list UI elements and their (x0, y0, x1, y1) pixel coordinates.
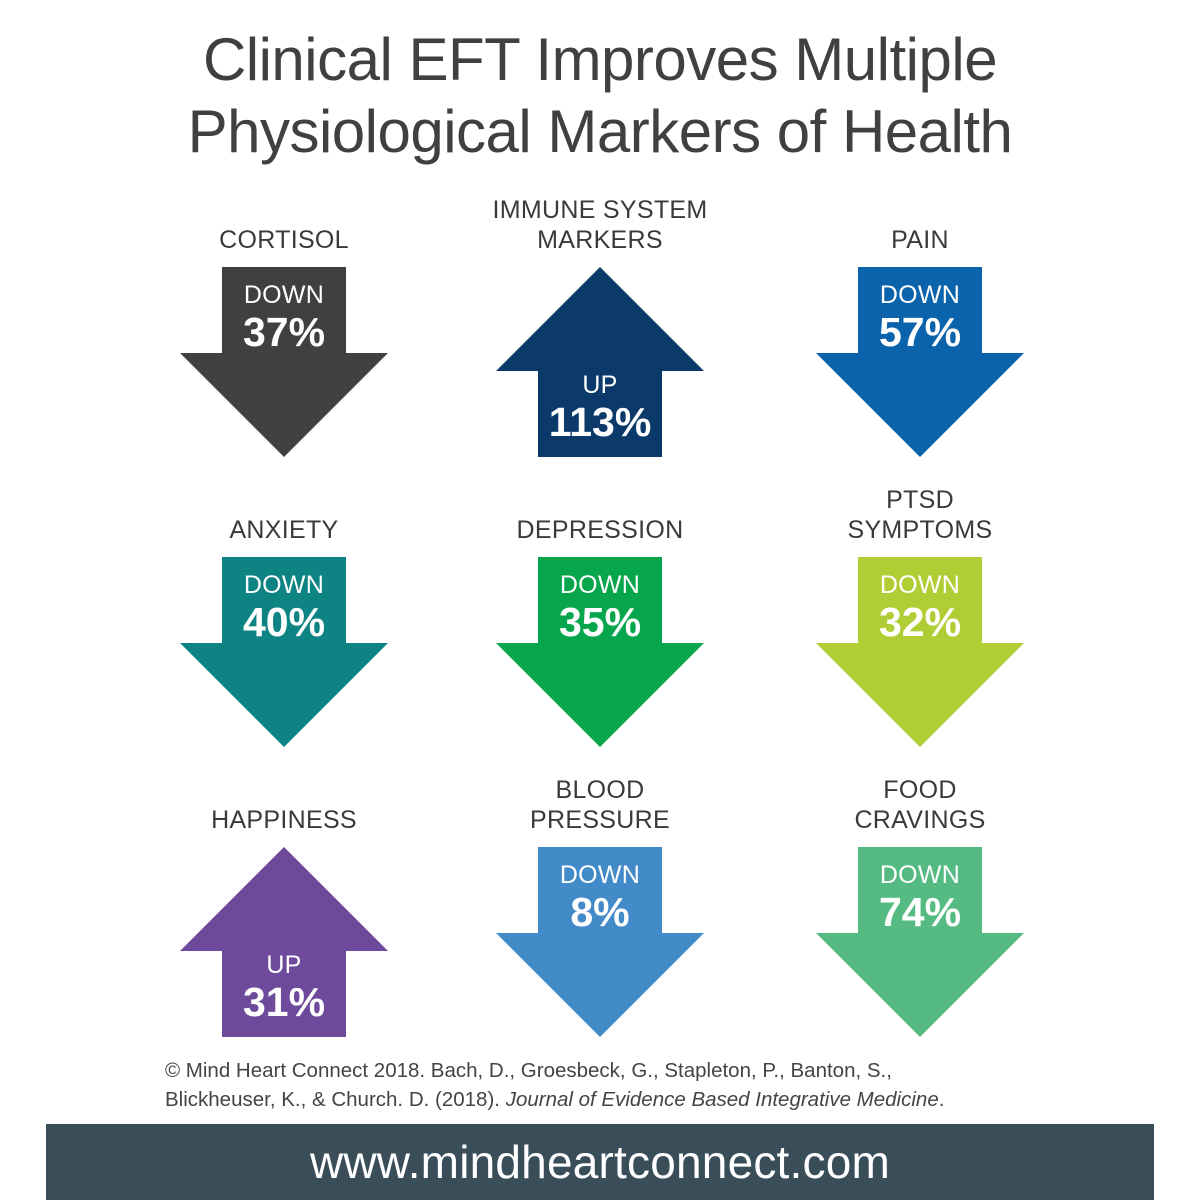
marker-label-line: CRAVINGS (854, 806, 986, 834)
marker-direction: DOWN (243, 571, 325, 599)
marker-label: HAPPINESS (134, 805, 434, 835)
marker-label-line: PTSD (886, 486, 954, 514)
marker-label: BLOOD PRESSURE (450, 775, 750, 835)
marker-direction: DOWN (243, 281, 325, 309)
marker-direction: DOWN (559, 861, 641, 889)
arrow-text: UP 31% (180, 951, 388, 1025)
marker-percent: 8% (570, 889, 630, 935)
marker-direction: DOWN (879, 281, 961, 309)
arrow-down-icon: DOWN 40% (180, 557, 388, 747)
marker-label: PAIN (770, 225, 1070, 255)
marker-percent: 31% (242, 979, 326, 1025)
marker-direction: DOWN (559, 571, 641, 599)
arrow-text: DOWN 32% (816, 571, 1024, 645)
arrow-shape (816, 557, 1024, 747)
marker-direction: UP (266, 951, 302, 979)
arrow-up-icon: UP 113% (496, 267, 704, 457)
citation-journal: Journal of Evidence Based Integrative Me… (505, 1088, 939, 1111)
marker-label-line: SYMPTOMS (847, 516, 993, 544)
arrow-shape (496, 847, 704, 1037)
marker-direction: DOWN (879, 861, 961, 889)
arrow-text: DOWN 37% (180, 281, 388, 355)
citation-line-2: Blickheuser, K., & Church. D. (2018). Jo… (165, 1085, 1145, 1114)
title-line-2: Physiological Markers of Health (187, 98, 1013, 165)
marker-percent: 40% (242, 599, 326, 645)
arrow-text: DOWN 57% (816, 281, 1024, 355)
marker-label: FOOD CRAVINGS (770, 775, 1070, 835)
footer-bar: www.mindheartconnect.com (46, 1124, 1154, 1200)
arrow-up-icon: UP 31% (180, 847, 388, 1037)
marker-label-line: BLOOD (555, 776, 645, 804)
page-title: Clinical EFT Improves Multiple Physiolog… (0, 24, 1200, 168)
marker-label: CORTISOL (134, 225, 434, 255)
arrow-text: DOWN 74% (816, 861, 1024, 935)
title-line-1: Clinical EFT Improves Multiple (202, 26, 998, 93)
marker-direction: UP (582, 371, 618, 399)
arrow-shape (496, 267, 704, 457)
marker-label: IMMUNE SYSTEM MARKERS (450, 195, 750, 255)
citation-end: . (938, 1088, 945, 1111)
marker-label-line: FOOD (883, 776, 957, 804)
marker-label: DEPRESSION (450, 515, 750, 545)
marker-label-line: DEPRESSION (516, 516, 684, 544)
arrow-down-icon: DOWN 8% (496, 847, 704, 1037)
arrow-down-icon: DOWN 35% (496, 557, 704, 747)
arrow-down-icon: DOWN 74% (816, 847, 1024, 1037)
arrow-shape (496, 557, 704, 747)
marker-percent: 57% (878, 309, 962, 355)
arrow-down-icon: DOWN 57% (816, 267, 1024, 457)
arrow-text: UP 113% (496, 371, 704, 445)
marker-label-line: IMMUNE SYSTEM (492, 196, 708, 224)
arrow-shape (180, 847, 388, 1037)
marker-label: ANXIETY (134, 515, 434, 545)
marker-direction: DOWN (879, 571, 961, 599)
marker-percent: 35% (558, 599, 642, 645)
arrow-text: DOWN 8% (496, 861, 704, 935)
arrow-down-icon: DOWN 32% (816, 557, 1024, 747)
citation: © Mind Heart Connect 2018. Bach, D., Gro… (165, 1056, 1145, 1114)
marker-label-line: HAPPINESS (211, 806, 357, 834)
marker-percent: 37% (242, 309, 326, 355)
marker-percent: 74% (878, 889, 962, 935)
arrow-shape (816, 267, 1024, 457)
marker-percent: 32% (878, 599, 962, 645)
arrow-text: DOWN 35% (496, 571, 704, 645)
citation-line-1: © Mind Heart Connect 2018. Bach, D., Gro… (165, 1059, 892, 1082)
arrow-text: DOWN 40% (180, 571, 388, 645)
marker-label-line: PRESSURE (530, 806, 670, 834)
arrow-shape (180, 557, 388, 747)
arrow-shape (180, 267, 388, 457)
marker-label: PTSD SYMPTOMS (770, 485, 1070, 545)
marker-label-line: PAIN (891, 226, 949, 254)
marker-label-line: MARKERS (537, 226, 663, 254)
arrow-down-icon: DOWN 37% (180, 267, 388, 457)
footer-url-link[interactable]: www.mindheartconnect.com (309, 1136, 891, 1188)
arrow-shape (816, 847, 1024, 1037)
citation-authors: Blickheuser, K., & Church. D. (2018). (165, 1088, 506, 1111)
marker-label-line: CORTISOL (219, 226, 349, 254)
marker-label-line: ANXIETY (229, 516, 339, 544)
marker-percent: 113% (548, 399, 652, 445)
